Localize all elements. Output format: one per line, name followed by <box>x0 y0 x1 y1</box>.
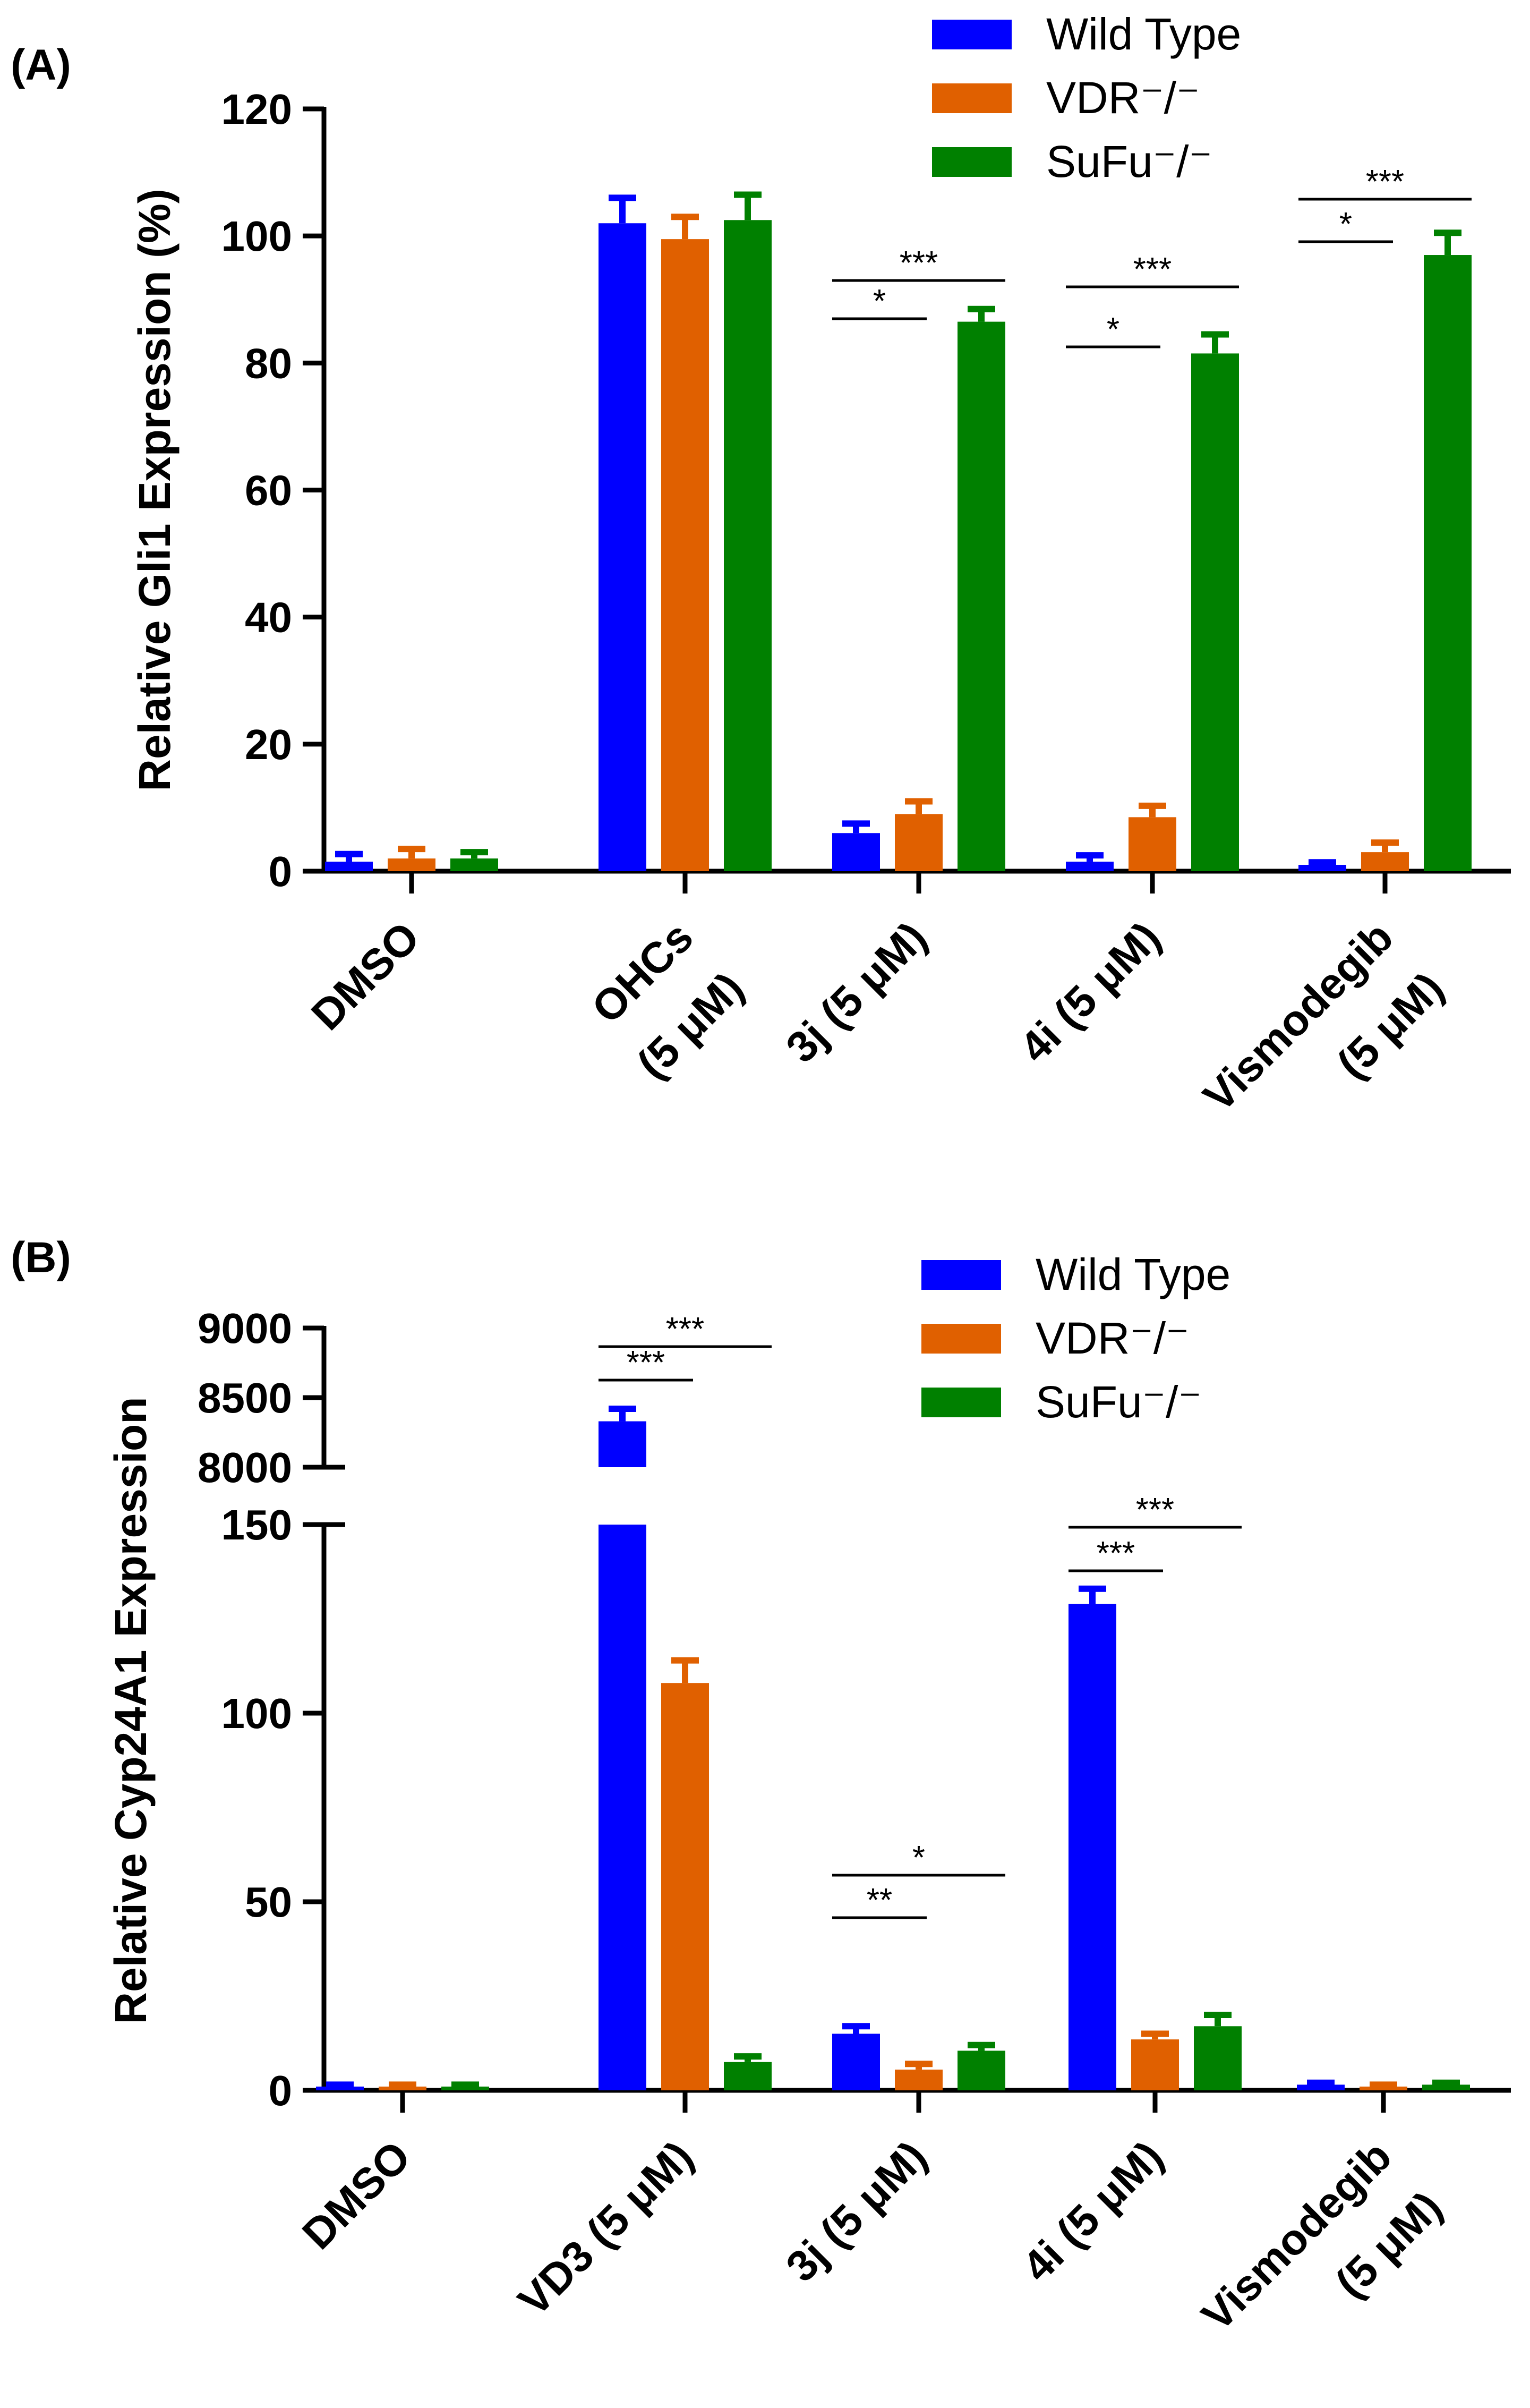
panel-b-sig-label-2: ** <box>867 1882 892 1919</box>
panel-a-bar-0-1 <box>599 223 646 871</box>
panel-a-bar-0-2 <box>832 833 880 871</box>
panel-a-sig-label-3: *** <box>1133 251 1172 288</box>
panel-b-legend-swatch-0 <box>921 1260 1001 1290</box>
panel-a-legend-swatch-0 <box>932 20 1012 49</box>
panel-a-category-label-2-0: 3j (5 μM) <box>777 913 936 1072</box>
panel-a-legend-swatch-2 <box>932 147 1012 177</box>
panel-a-ytick-label-3: 60 <box>245 467 292 514</box>
panel-a-sig-label-1: *** <box>900 245 938 282</box>
panel-a-bar-2-2 <box>958 321 1005 871</box>
panel-b-category-label-3-0: 4i (5 μM) <box>1013 2132 1173 2291</box>
panel-b-ytick-lower-label-3: 150 <box>221 1501 292 1548</box>
panel-b-chart: 0 50 100 150 8000 8500 9000 Relative Cyp24A1 Ex… <box>106 1249 1511 2340</box>
panel-b-sig-label-0: *** <box>627 1345 665 1381</box>
panel-a-chart: 0 20 40 60 80 100 120 Relative Gli1 Expression … <box>130 9 1511 1121</box>
panel-b-ytick-lower-label-2: 100 <box>221 1690 292 1737</box>
panel-b-bar-0-4 <box>1297 2084 1345 2090</box>
panel-a-bar-2-1 <box>724 220 772 871</box>
panel-a-legend-label-1: VDR⁻/⁻ <box>1046 73 1200 123</box>
panel-b-category-label-2-0: 3j (5 μM) <box>777 2132 936 2291</box>
panel-b-ytick-upper-label-0: 8000 <box>198 1444 292 1491</box>
panel-a-bar-1-4 <box>1361 852 1409 871</box>
panel-a-label: (A) <box>11 41 71 89</box>
panel-b-bar-2-2 <box>958 2050 1005 2090</box>
panel-b-bar-1-0 <box>379 2086 426 2090</box>
panel-a-category-label-3-0: 4i (5 μM) <box>1011 913 1170 1072</box>
panel-a-ytick-label-1: 20 <box>245 721 292 768</box>
panel-b-bar-1-1 <box>661 1683 709 2090</box>
panel-b-bar-2-4 <box>1422 2084 1470 2090</box>
panel-b-ytick-lower-label-1: 50 <box>245 1878 292 1926</box>
panel-b-sig-label-4: *** <box>1097 1535 1135 1572</box>
panel-a-legend-swatch-1 <box>932 83 1012 113</box>
panel-a-bar-2-4 <box>1424 255 1472 872</box>
panel-b-sig-label-5: *** <box>1136 1492 1174 1528</box>
panel-a-sig-label-4: * <box>1339 206 1352 243</box>
panel-b-bar-1-3 <box>1131 2039 1179 2090</box>
panel-b-legend-label-0: Wild Type <box>1036 1249 1230 1299</box>
panel-b-bar-upper-0-1 <box>599 1421 646 1467</box>
panel-b-legend-swatch-2 <box>921 1388 1001 1417</box>
panel-b-bar-1-2 <box>895 2069 943 2090</box>
panel-a-sig-label-5: *** <box>1366 164 1404 200</box>
panel-a-legend-label-0: Wild Type <box>1046 9 1241 59</box>
panel-a-ytick-label-5: 100 <box>221 212 292 260</box>
panel-a-bar-2-0 <box>450 858 498 871</box>
panel-b-legend-swatch-1 <box>921 1324 1001 1354</box>
panel-b-category-label-0-0: DMSO <box>293 2132 420 2258</box>
panel-a-bar-1-0 <box>388 858 435 871</box>
panel-b-bar-0-0 <box>316 2086 364 2090</box>
panel-a-bar-0-4 <box>1298 865 1346 871</box>
panel-a-bar-1-1 <box>661 239 709 871</box>
panel-a-bar-0-0 <box>325 862 373 871</box>
panel-a-legend-label-2: SuFu⁻/⁻ <box>1046 137 1212 186</box>
panel-b-bar-lower-0-1 <box>599 1525 646 2090</box>
panel-a-sig-label-0: * <box>873 283 886 320</box>
panel-a-y-axis-title: Relative Gli1 Expression (%) <box>130 189 180 791</box>
panel-a-bar-1-3 <box>1129 817 1176 871</box>
panel-a-bar-0-3 <box>1066 862 1114 871</box>
panel-b-y-axis-title: Relative Cyp24A1 Expression <box>106 1397 156 2024</box>
panel-b-category-label-1-0: VD3 (5 μM) <box>509 2132 703 2325</box>
panel-a-category-label-0-0: DMSO <box>302 913 429 1039</box>
panel-b-legend-label-2: SuFu⁻/⁻ <box>1036 1377 1202 1427</box>
panel-b-ytick-upper-label-1: 8500 <box>198 1374 292 1422</box>
panel-b-legend-label-1: VDR⁻/⁻ <box>1036 1313 1189 1363</box>
panel-a-bar-1-2 <box>895 814 943 871</box>
panel-b-bar-0-3 <box>1069 1604 1116 2090</box>
panel-a-ytick-label-4: 80 <box>245 339 292 387</box>
panel-b-ytick-upper-label-2: 9000 <box>198 1305 292 1352</box>
panel-b-bar-2-3 <box>1194 2026 1242 2090</box>
panel-b-bar-1-4 <box>1360 2086 1407 2090</box>
panel-a-sig-label-2: * <box>1107 311 1119 348</box>
panel-a-ytick-label-2: 40 <box>245 594 292 641</box>
panel-a-ytick-label-6: 120 <box>221 86 292 133</box>
panel-b-label: (B) <box>11 1233 71 1282</box>
panel-b-ytick-lower-label-0: 0 <box>269 2067 293 2114</box>
panel-b-sig-label-3: * <box>912 1840 925 1876</box>
panel-a-bar-2-3 <box>1191 353 1239 871</box>
panel-b-bar-2-1 <box>724 2062 772 2090</box>
panel-b-bar-0-2 <box>832 2033 880 2090</box>
panel-b-sig-label-1: *** <box>666 1311 704 1348</box>
panel-a-ytick-label-0: 0 <box>269 848 293 895</box>
panel-b-bar-2-0 <box>441 2086 489 2090</box>
